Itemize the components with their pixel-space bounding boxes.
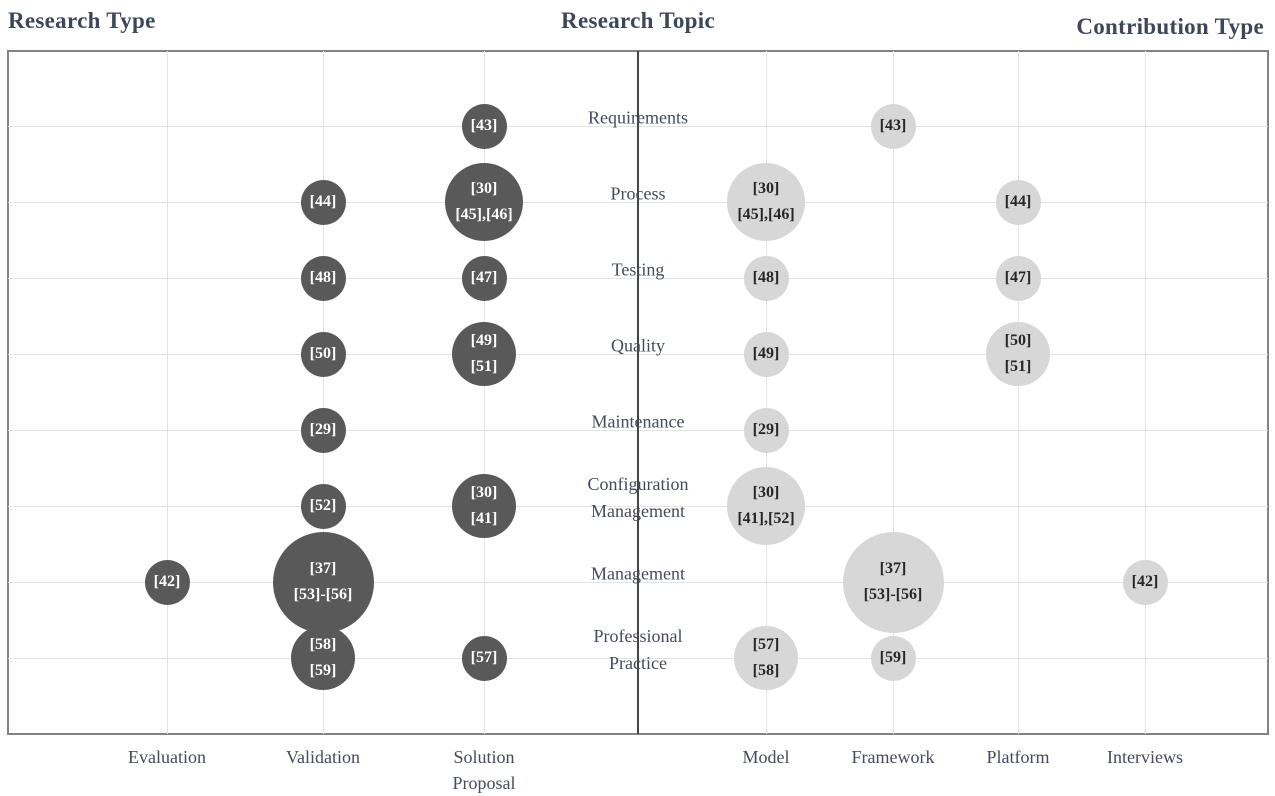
topic-label: Testing (611, 259, 665, 280)
bubble: [59] (870, 635, 916, 681)
bubble-ref-line: [47] (1004, 269, 1032, 286)
bubble: [43] (870, 103, 916, 149)
bubble-ref-line: [59] (879, 649, 907, 666)
bubble-ref-line: [48] (752, 269, 780, 286)
bubble-ref-line: [53]-[56] (293, 586, 353, 603)
bubble-ref-line: [59] (309, 662, 337, 679)
bubble-ref-line: [30] (470, 484, 498, 501)
bubble-ref-line: [58] (752, 662, 780, 679)
bubble-ref-line: [51] (470, 358, 498, 375)
vertical-gridline (1018, 51, 1019, 734)
bubble: [50] [51] (986, 322, 1050, 386)
bubble: [47] (461, 255, 507, 301)
bubble: [52] (300, 483, 346, 529)
bubble-ref-line: [42] (153, 573, 181, 590)
bubble: [30] [45],[46] (445, 163, 523, 241)
topic-label: Requirements (588, 107, 688, 128)
bubble-ref-line: [41] (470, 510, 498, 527)
bubble-ref-line: [30] (752, 484, 780, 501)
topic-label: Process (610, 183, 666, 204)
bubble-ref-line: [50] (309, 345, 337, 362)
vertical-gridline (766, 51, 767, 734)
bubble-ref-line: [43] (879, 117, 907, 134)
bubble-ref-line: [48] (309, 269, 337, 286)
bubble-ref-line: [47] (470, 269, 498, 286)
bubble: [30] [41],[52] (727, 467, 805, 545)
bubble-ref-line: [30] (470, 180, 498, 197)
bubble-ref-line: [44] (309, 193, 337, 210)
bubble: [57] [58] (734, 626, 798, 690)
bubble: [57] (461, 635, 507, 681)
center-axis-title: Research Topic (561, 8, 715, 33)
topic-label: Management (591, 563, 685, 584)
bubble: [29] (300, 407, 346, 453)
vertical-gridline (1145, 51, 1146, 734)
bubble: [50] (300, 331, 346, 377)
bubble: [30] [41] (452, 474, 516, 538)
vertical-gridline (167, 51, 168, 734)
bubble-ref-line: [30] (752, 180, 780, 197)
bubble: [47] (995, 255, 1041, 301)
bubble: [37] [53]-[56] (842, 531, 944, 633)
bubble-ref-line: [29] (309, 421, 337, 438)
bubble-ref-line: [45],[46] (455, 206, 513, 223)
x-axis-label: Validation (286, 747, 360, 767)
bubble: [49] (743, 331, 789, 377)
right-panel-title: Contribution Type (1076, 14, 1264, 39)
bubble-ref-line: [44] (1004, 193, 1032, 210)
bubble: [29] (743, 407, 789, 453)
bubble-ref-line: [51] (1004, 358, 1032, 375)
topic-label: Professional Practice (593, 626, 683, 673)
bubble-ref-line: [37] (309, 560, 337, 577)
topic-label: Quality (611, 335, 665, 356)
topic-label: Maintenance (591, 411, 685, 432)
bubble: [58] [59] (291, 626, 355, 690)
bubble-ref-line: [43] (470, 117, 498, 134)
bubble-ref-line: [57] (752, 636, 780, 653)
topic-label: Configuration Management (587, 474, 689, 521)
panel-divider (637, 51, 639, 734)
bubble: [43] (461, 103, 507, 149)
bubble-ref-line: [41],[52] (737, 510, 795, 527)
bubble: [48] (743, 255, 789, 301)
x-axis-label: Evaluation (128, 747, 206, 767)
bubble-ref-line: [42] (1131, 573, 1159, 590)
x-axis-label: Interviews (1107, 747, 1183, 767)
bubble: [37] [53]-[56] (272, 531, 374, 633)
bubble: [48] (300, 255, 346, 301)
x-axis-label: Model (742, 747, 790, 767)
bubble: [49] [51] (452, 322, 516, 386)
bubble-ref-line: [49] (752, 345, 780, 362)
bubble-ref-line: [29] (752, 421, 780, 438)
x-axis-label: Framework (851, 747, 935, 767)
bubble-ref-line: [53]-[56] (863, 586, 923, 603)
bubble-ref-line: [45],[46] (737, 206, 795, 223)
bubble-ref-line: [58] (309, 636, 337, 653)
bubble-ref-line: [50] (1004, 332, 1032, 349)
bubble: [42] (1122, 559, 1168, 605)
left-panel-title: Research Type (8, 8, 156, 33)
bubble-ref-line: [52] (309, 497, 337, 514)
x-axis-label: Solution Proposal (452, 747, 516, 793)
bubble-ref-line: [57] (470, 649, 498, 666)
x-axis-label: Platform (986, 747, 1050, 767)
bubble: [44] (300, 179, 346, 225)
vertical-gridline (323, 51, 324, 734)
bubble-ref-line: [37] (879, 560, 907, 577)
vertical-gridline (893, 51, 894, 734)
bubble-ref-line: [49] (470, 332, 498, 349)
bubble: [42] (144, 559, 190, 605)
bubble: [44] (995, 179, 1041, 225)
vertical-gridline (484, 51, 485, 734)
bubble: [30] [45],[46] (727, 163, 805, 241)
